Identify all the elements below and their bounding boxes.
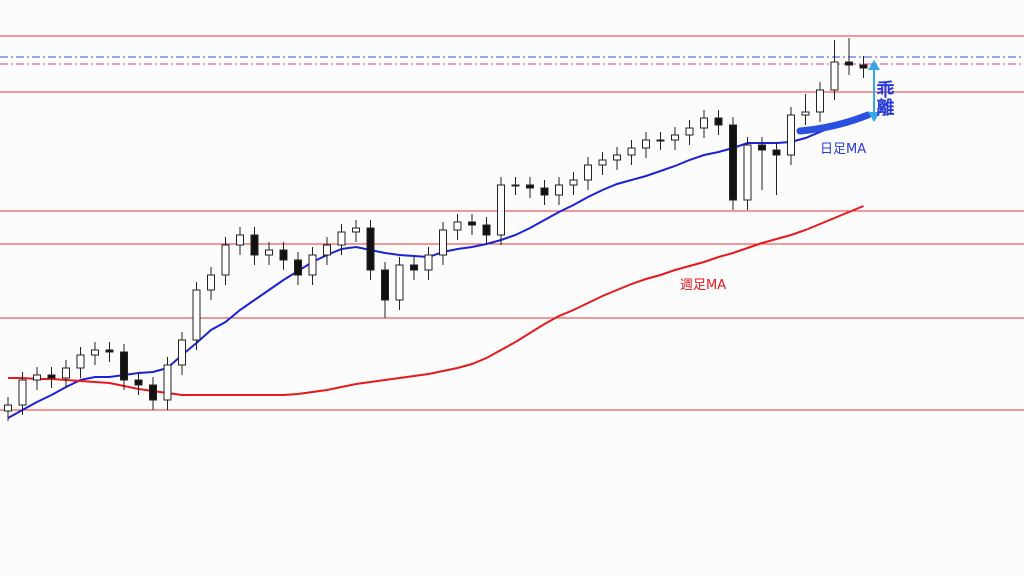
candle-body — [511, 184, 520, 187]
legend-weekly: 週足MA — [680, 278, 726, 293]
candle-body — [381, 269, 389, 301]
candle-body — [4, 404, 12, 412]
candle-body — [569, 179, 578, 186]
candle-body — [642, 139, 650, 149]
candle-body — [555, 184, 563, 196]
candle-body — [613, 154, 621, 161]
candle-body — [178, 339, 186, 366]
candle-body — [830, 61, 839, 91]
candle-body — [134, 379, 143, 386]
candle-body — [366, 227, 375, 271]
annotation: 乖離 — [874, 80, 895, 117]
candle-body — [250, 234, 259, 256]
candle-body — [685, 127, 694, 136]
candle-body — [424, 254, 433, 271]
candle-body — [671, 134, 679, 141]
candle-body — [120, 351, 128, 381]
candle-body — [468, 221, 476, 226]
candle-body — [859, 64, 868, 69]
candle-body — [265, 249, 273, 256]
candle-body — [540, 187, 549, 196]
candle-body — [714, 117, 723, 126]
candle-body — [76, 354, 85, 369]
candle-body — [526, 184, 534, 189]
candle-body — [294, 259, 302, 276]
candle-body — [410, 264, 418, 271]
ma-line — [7, 116, 864, 419]
candle-body — [816, 89, 824, 113]
candle-body — [192, 289, 201, 341]
candle-body — [279, 249, 288, 261]
candle-body — [221, 244, 230, 276]
candle-body — [308, 254, 317, 276]
candle-body — [845, 61, 853, 66]
candle-body — [337, 231, 346, 246]
candle-body — [656, 139, 665, 142]
candle-body — [584, 164, 592, 181]
candle-body — [772, 149, 781, 156]
candle-body — [482, 224, 491, 236]
candle-body — [453, 221, 462, 231]
candle-body — [729, 124, 737, 201]
candle-body — [497, 184, 505, 236]
candle-body — [207, 274, 215, 291]
candle-body — [62, 367, 70, 379]
candle-body — [758, 144, 766, 151]
ma-line — [8, 205, 864, 396]
candle-body — [105, 349, 114, 353]
candle-body — [700, 117, 708, 129]
candle-body — [163, 364, 172, 401]
candle-body — [439, 229, 447, 256]
candle-body — [91, 349, 99, 356]
candle-body — [395, 264, 404, 301]
highlight — [796, 111, 872, 135]
candle-body — [801, 111, 810, 116]
candle-body — [47, 374, 56, 379]
candle-body — [598, 159, 607, 166]
candle-body — [323, 244, 331, 256]
candle-body — [743, 144, 752, 201]
candle-body — [352, 227, 360, 233]
candle-body — [149, 384, 157, 401]
candle-body — [18, 379, 27, 406]
candle-body — [627, 147, 636, 156]
legend-daily: 日足MA — [820, 142, 866, 157]
candle-body — [33, 374, 41, 381]
candle-body — [236, 234, 244, 246]
candle-body — [787, 114, 795, 156]
